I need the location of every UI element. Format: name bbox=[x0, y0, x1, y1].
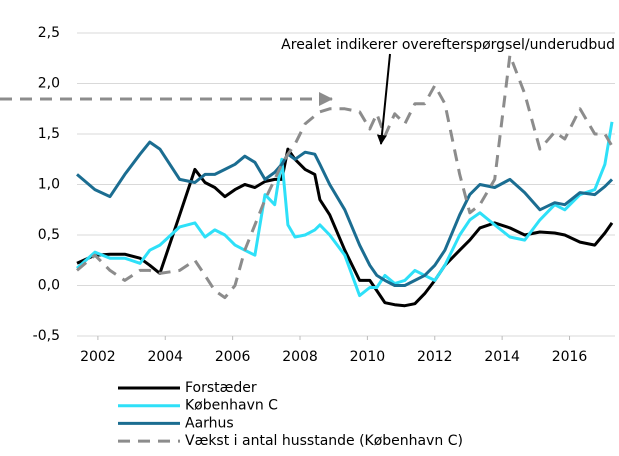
y-tick-label: 1,5 bbox=[38, 126, 60, 142]
y-tick-label: 2,0 bbox=[38, 76, 60, 92]
y-tick-label: 2,5 bbox=[38, 25, 60, 41]
y-tick-label: 0,5 bbox=[38, 227, 60, 243]
series-line bbox=[76, 140, 614, 287]
legend-label: Vækst i antal husstande (København C) bbox=[185, 433, 463, 449]
legend-label: Forstæder bbox=[185, 380, 257, 396]
series-line bbox=[76, 53, 614, 300]
lines bbox=[75, 53, 614, 308]
x-tick-label: 2008 bbox=[282, 349, 318, 365]
annotation-arrow bbox=[376, 53, 391, 145]
series-line bbox=[76, 147, 614, 308]
y-tick-label: 0,0 bbox=[38, 278, 60, 294]
y-tick-label: -0,5 bbox=[33, 328, 60, 344]
series-line bbox=[75, 121, 614, 298]
x-tick-label: 2006 bbox=[215, 349, 251, 365]
legend-label: Aarhus bbox=[185, 415, 234, 431]
x-tick-label: 2012 bbox=[417, 349, 453, 365]
x-tick-label: 2004 bbox=[147, 349, 183, 365]
x-tick-label: 2016 bbox=[552, 349, 588, 365]
annotation: Arealet indikerer overefterspørgsel/unde… bbox=[281, 37, 615, 53]
x-tick-label: 2014 bbox=[484, 349, 520, 365]
y-tick-label: 1,0 bbox=[38, 177, 60, 193]
x-tick-label: 2010 bbox=[350, 349, 386, 365]
x-tick-label: 2002 bbox=[80, 349, 116, 365]
grid: -0,5 0,0 0,5 1,0 1,5 2,0 2,5 2002 2004 2006 2008 20… bbox=[33, 25, 615, 365]
legend-label: København C bbox=[185, 398, 278, 414]
